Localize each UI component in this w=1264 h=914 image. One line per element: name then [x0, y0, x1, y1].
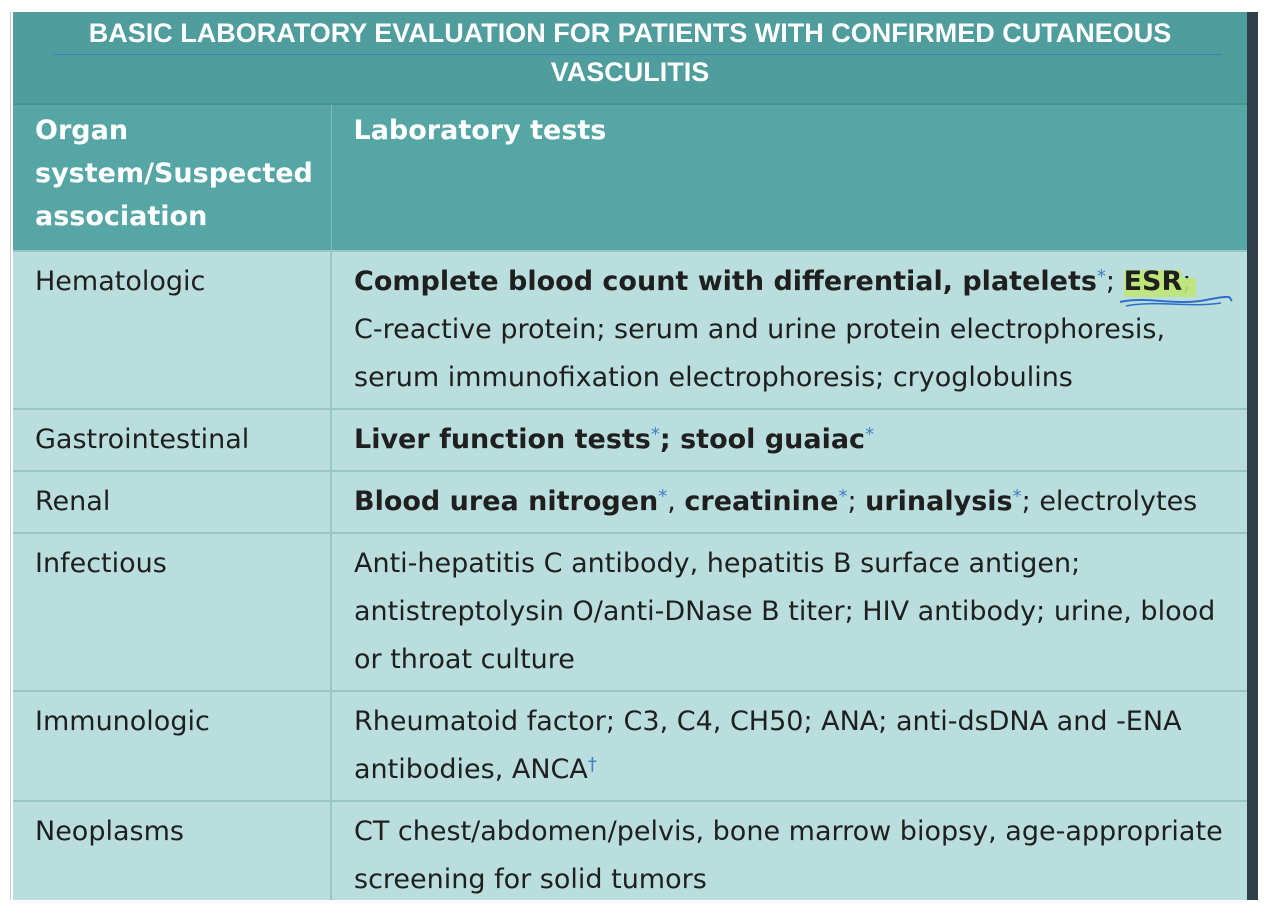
header-row: Organ system/Suspected association Labor…: [13, 103, 1247, 251]
footnote-asterisk: *: [650, 424, 660, 445]
tests-cell-infectious: Anti-hepatitis C antibody, hepatitis B s…: [331, 532, 1247, 691]
separator: ;: [1105, 266, 1124, 297]
test-bun: Blood urea nitrogen: [354, 486, 659, 517]
table-row: Neoplasms CT chest/abdomen/pelvis, bone …: [13, 800, 1247, 900]
table-row: Immunologic Rheumatoid factor; C3, C4, C…: [13, 690, 1247, 801]
test-creatinine: creatinine: [684, 486, 839, 517]
title-line-1: BASIC LABORATORY EVALUATION FOR PATIENTS…: [88, 18, 1172, 48]
tests-cell-gastrointestinal: Liver function tests*; stool guaiac*: [331, 408, 1247, 471]
footnote-asterisk: *: [865, 424, 875, 445]
test-stool-guaiac: ; stool guaiac: [659, 424, 866, 455]
organ-cell-hematologic: Hematologic: [13, 250, 332, 409]
header-organ-system: Organ system/Suspected association: [13, 103, 332, 251]
separator: ;: [847, 486, 866, 517]
tests-cell-immunologic: Rheumatoid factor; C3, C4, CH50; ANA; an…: [331, 690, 1247, 801]
organ-cell-infectious: Infectious: [13, 532, 332, 691]
organ-cell-neoplasms: Neoplasms: [13, 800, 332, 900]
footnote-asterisk: *: [658, 486, 668, 507]
lab-evaluation-table-card: BASIC LABORATORY EVALUATION FOR PATIENTS…: [13, 12, 1247, 900]
right-scrollbar-edge: [1247, 12, 1258, 900]
tests-cell-neoplasms: CT chest/abdomen/pelvis, bone marrow bio…: [331, 800, 1247, 900]
left-border: [10, 12, 11, 900]
organ-cell-immunologic: Immunologic: [13, 690, 332, 801]
footnote-dagger: †: [587, 754, 597, 775]
separator: ,: [667, 486, 685, 517]
lab-tests-table: Organ system/Suspected association Labor…: [13, 103, 1247, 900]
test-immunologic-text: Rheumatoid factor; C3, C4, CH50; ANA; an…: [354, 706, 1182, 785]
test-cbc: Complete blood count with differential, …: [354, 266, 1097, 297]
table-row: Infectious Anti-hepatitis C antibody, he…: [13, 532, 1247, 691]
organ-cell-gastrointestinal: Gastrointestinal: [13, 408, 332, 471]
table-row: Gastrointestinal Liver function tests*; …: [13, 408, 1247, 471]
table-row: Hematologic Complete blood count with di…: [13, 250, 1247, 409]
test-urinalysis: urinalysis: [865, 486, 1013, 517]
test-liver-function: Liver function tests: [354, 424, 651, 455]
tests-cell-hematologic: Complete blood count with differential, …: [331, 250, 1247, 409]
test-rest-hematologic: ; C-reactive protein; serum and urine pr…: [354, 266, 1191, 393]
header-laboratory-tests: Laboratory tests: [331, 103, 1247, 251]
test-esr: ESR: [1123, 266, 1197, 297]
footnote-asterisk: *: [1096, 266, 1106, 287]
esr-highlight: ESR: [1119, 258, 1233, 307]
table-row: Renal Blood urea nitrogen*, creatinine*;…: [13, 470, 1247, 533]
organ-cell-renal: Renal: [13, 470, 332, 533]
test-electrolytes: ; electrolytes: [1021, 486, 1198, 517]
title-line-2: VASCULITIS: [550, 57, 710, 87]
footnote-asterisk: *: [1012, 486, 1022, 507]
title-underline: [53, 54, 1222, 55]
table-title: BASIC LABORATORY EVALUATION FOR PATIENTS…: [13, 12, 1247, 103]
tests-cell-renal: Blood urea nitrogen*, creatinine*; urina…: [331, 470, 1247, 533]
footnote-asterisk: *: [838, 486, 848, 507]
